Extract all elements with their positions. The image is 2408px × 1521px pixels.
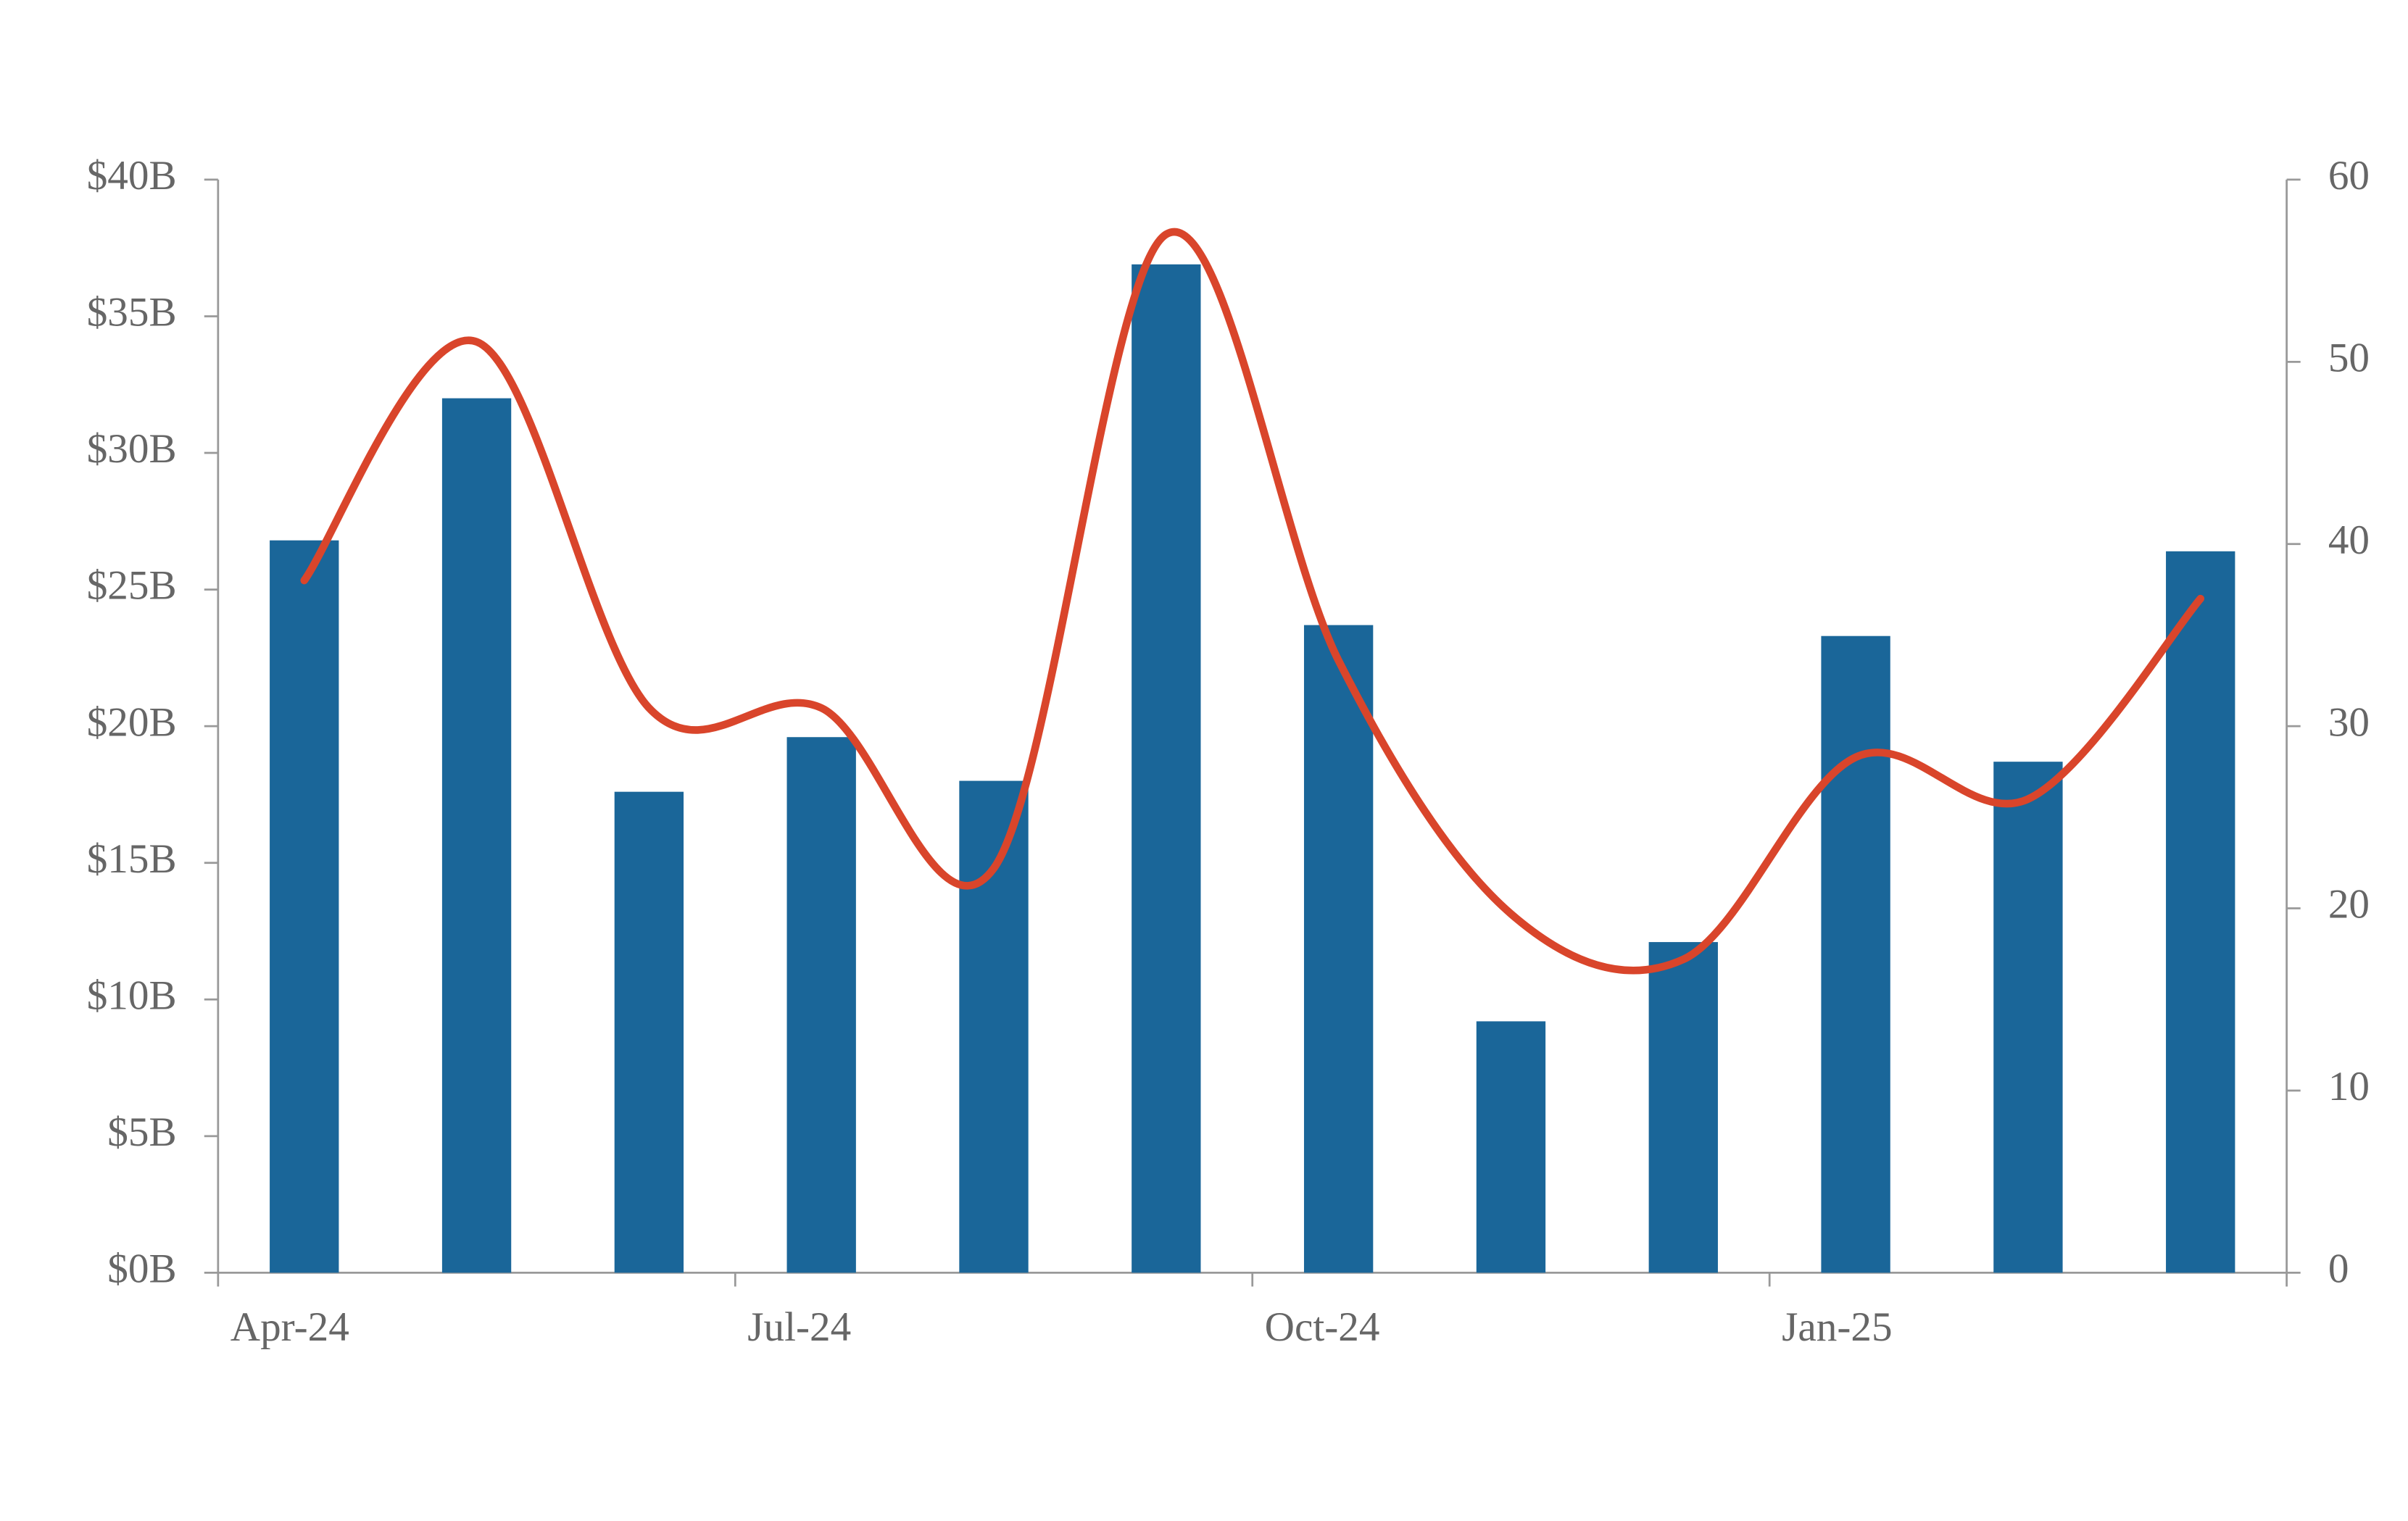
bar: [441, 398, 512, 1273]
y2-tick-label: 40: [2328, 517, 2370, 563]
bar: [1821, 636, 1890, 1273]
bar: [270, 540, 339, 1273]
y-tick-label: $25B: [87, 563, 177, 609]
y-tick-label: $15B: [87, 836, 177, 882]
y-tick-label: $0B: [107, 1246, 176, 1292]
y-tick-label: $10B: [87, 972, 177, 1018]
y2-tick-label: 0: [2328, 1246, 2349, 1292]
y-tick-label: $40B: [87, 153, 177, 199]
bar: [959, 780, 1029, 1273]
y2-tick-label: 60: [2328, 153, 2370, 199]
bar: [786, 737, 856, 1273]
y2-tick-label: 50: [2328, 335, 2370, 380]
y-tick-label: $5B: [107, 1109, 176, 1155]
bar: [2166, 551, 2235, 1273]
y-tick-label: $30B: [87, 426, 177, 472]
y-tick-label: $20B: [87, 699, 177, 745]
bar: [1132, 264, 1201, 1273]
x-tick-label: Oct-24: [1265, 1304, 1380, 1350]
y2-tick-label: 10: [2328, 1064, 2370, 1109]
x-tick-label: Apr-24: [231, 1304, 349, 1350]
bar: [1993, 762, 2063, 1273]
y2-tick-label: 20: [2328, 882, 2370, 928]
y2-tick-label: 30: [2328, 699, 2370, 745]
x-tick-label: Jul-24: [747, 1304, 851, 1350]
y-tick-label: $35B: [87, 290, 177, 336]
x-tick-label: Jan-25: [1782, 1304, 1892, 1350]
bar: [614, 791, 684, 1273]
bar: [1476, 1021, 1546, 1273]
bar: [1648, 942, 1718, 1273]
line: [300, 228, 2205, 975]
bar: [1303, 625, 1374, 1273]
